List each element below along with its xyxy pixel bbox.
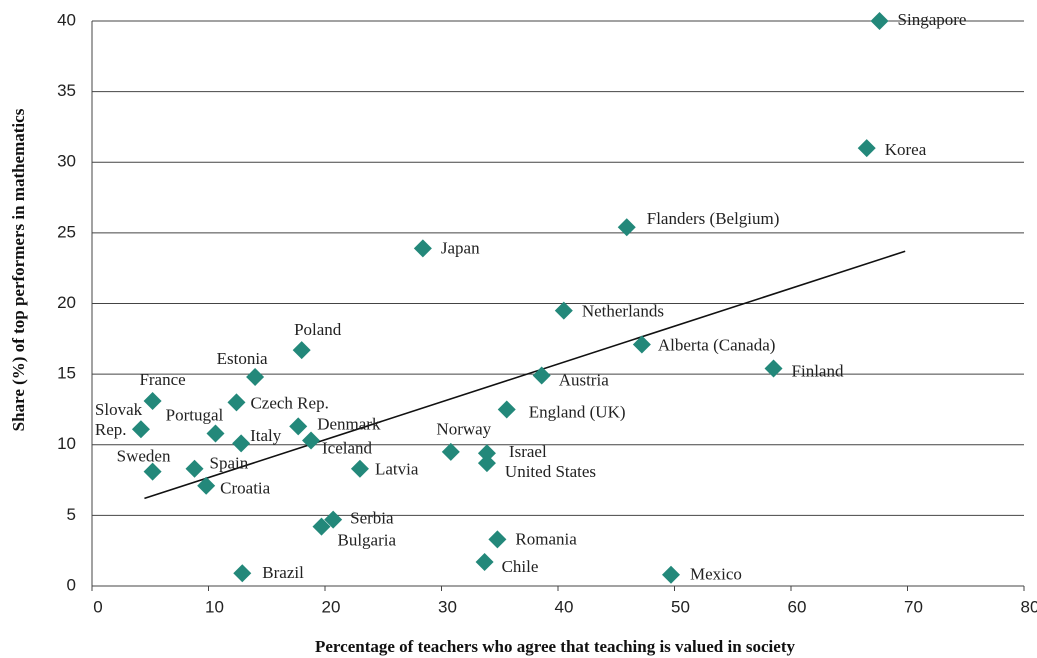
point-label: Iceland — [322, 438, 373, 457]
point — [870, 12, 889, 30]
point — [477, 454, 496, 473]
point — [292, 341, 311, 360]
point — [227, 393, 246, 412]
point-label: Italy — [250, 426, 282, 445]
point-label: Bulgaria — [338, 531, 397, 550]
point-label: England (UK) — [529, 402, 626, 421]
point — [289, 417, 308, 436]
y-tick-label: 35 — [57, 81, 76, 100]
point — [206, 424, 225, 443]
point — [477, 444, 496, 463]
point-label: Japan — [441, 238, 480, 257]
trend-line — [144, 250, 906, 500]
x-tick-label: 10 — [205, 597, 224, 616]
point-label: Poland — [294, 320, 342, 339]
point-label: Mexico — [690, 565, 742, 584]
point — [662, 565, 681, 584]
point — [475, 552, 494, 571]
point-label: Netherlands — [582, 301, 664, 320]
point-label: Denmark — [317, 414, 381, 433]
point-label: Romania — [515, 529, 577, 548]
point-label: France — [139, 370, 185, 389]
point — [441, 442, 460, 461]
point — [764, 359, 783, 378]
point-label: Czech Rep. — [250, 393, 328, 412]
point-label: Sweden — [117, 446, 171, 465]
y-tick-label: 0 — [67, 575, 76, 594]
point — [350, 459, 369, 478]
point — [143, 462, 162, 481]
point — [197, 476, 216, 495]
point — [532, 366, 551, 385]
x-tick-label: 80 — [1021, 597, 1037, 616]
point — [324, 510, 343, 529]
x-tick-label: 60 — [788, 597, 807, 616]
point-label: Norway — [436, 420, 491, 439]
point — [246, 367, 265, 386]
point-label: Flanders (Belgium) — [647, 209, 780, 228]
point — [617, 218, 636, 237]
x-tick-label: 20 — [322, 597, 341, 616]
point-label: Portugal — [166, 405, 224, 424]
y-tick-label: 20 — [57, 293, 76, 312]
point — [497, 400, 516, 419]
point-label: Korea — [885, 140, 927, 159]
point-label: Slovak Rep. — [95, 400, 143, 439]
y-tick-label: 40 — [57, 10, 76, 29]
point — [233, 564, 252, 583]
point-label: Estonia — [217, 349, 268, 368]
point — [554, 301, 573, 320]
point — [185, 459, 204, 478]
point-label: Brazil — [262, 563, 304, 582]
point — [488, 530, 507, 549]
x-tick-label: 30 — [438, 597, 457, 616]
point — [143, 391, 162, 410]
point — [632, 335, 651, 354]
point — [857, 139, 876, 158]
point-label: Latvia — [375, 460, 419, 479]
point — [312, 517, 331, 536]
point — [302, 431, 321, 450]
point — [413, 239, 432, 258]
point-label: Israel — [509, 442, 547, 461]
y-tick-label: 25 — [57, 222, 76, 241]
point-label: United States — [505, 462, 596, 481]
x-tick-label: 70 — [904, 597, 923, 616]
point-label: Spain — [210, 454, 249, 473]
point-label: Singapore — [898, 10, 967, 29]
y-tick-label: 5 — [67, 505, 76, 524]
point-label: Finland — [792, 361, 844, 380]
y-axis-title: Share (%) of top performers in mathemati… — [9, 108, 28, 431]
x-tick-label: 40 — [555, 597, 574, 616]
y-tick-label: 10 — [57, 434, 76, 453]
point — [232, 434, 251, 453]
point-label: Croatia — [220, 479, 270, 498]
point-label: Chile — [502, 557, 539, 576]
point-label: Alberta (Canada) — [658, 335, 776, 354]
point — [131, 420, 150, 439]
x-tick-label: 50 — [671, 597, 690, 616]
y-tick-label: 15 — [57, 364, 76, 383]
x-tick-label: 0 — [93, 597, 102, 616]
y-tick-label: 30 — [57, 152, 76, 171]
x-axis-title: Percentage of teachers who agree that te… — [315, 637, 796, 656]
point-label: Serbia — [350, 509, 394, 528]
point-label: Austria — [559, 370, 610, 389]
